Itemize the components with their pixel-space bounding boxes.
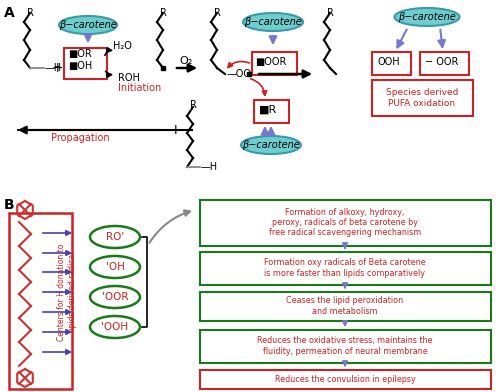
Text: β−carotene: β−carotene: [398, 12, 456, 22]
Text: —H: —H: [45, 63, 62, 73]
Text: O₂: O₂: [180, 56, 192, 66]
Text: +: +: [51, 61, 63, 75]
Text: Reduces the oxidative stress, maintains the
fluidity, permeation of neural membr: Reduces the oxidative stress, maintains …: [257, 336, 433, 356]
FancyBboxPatch shape: [64, 47, 106, 78]
Text: β−carotene: β−carotene: [242, 140, 300, 150]
Ellipse shape: [243, 13, 303, 31]
Text: RO': RO': [106, 232, 124, 242]
Text: H₂O: H₂O: [112, 41, 132, 51]
Text: Species derived: Species derived: [386, 87, 458, 96]
Text: Centers for H donation to
lipids derived radical: Centers for H donation to lipids derived…: [58, 243, 76, 341]
Text: —H: —H: [201, 162, 218, 172]
Text: 'OOR: 'OOR: [102, 292, 128, 302]
Text: Formation oxy radicals of Beta carotene
is more faster than lipids comparatively: Formation oxy radicals of Beta carotene …: [264, 258, 426, 278]
Ellipse shape: [394, 8, 460, 26]
Ellipse shape: [59, 16, 117, 34]
Text: − OOR: − OOR: [425, 57, 458, 67]
Ellipse shape: [90, 286, 140, 308]
Text: R: R: [160, 8, 166, 18]
FancyBboxPatch shape: [200, 292, 490, 321]
Text: β−carotene: β−carotene: [59, 20, 117, 30]
Text: ■OH: ■OH: [68, 61, 92, 71]
Text: Ceases the lipid peroxidation
and metabolism: Ceases the lipid peroxidation and metabo…: [286, 296, 404, 316]
FancyBboxPatch shape: [200, 330, 490, 363]
Text: ROH: ROH: [118, 73, 140, 83]
FancyBboxPatch shape: [200, 252, 490, 285]
Text: 'OOH: 'OOH: [102, 322, 128, 332]
Text: β−carotene: β−carotene: [244, 17, 302, 27]
Text: B: B: [4, 198, 14, 212]
Text: ■OOR: ■OOR: [255, 57, 286, 67]
FancyBboxPatch shape: [420, 51, 469, 74]
Ellipse shape: [90, 256, 140, 278]
Text: R: R: [326, 8, 334, 18]
FancyBboxPatch shape: [254, 100, 288, 123]
FancyBboxPatch shape: [200, 370, 490, 388]
Text: A: A: [4, 6, 15, 20]
Text: R: R: [26, 8, 34, 18]
Text: 'OH: 'OH: [106, 262, 124, 272]
Text: Initiation: Initiation: [118, 83, 161, 93]
Text: Reduces the convulsion in epilepsy: Reduces the convulsion in epilepsy: [274, 374, 416, 383]
Text: Propagation: Propagation: [50, 133, 110, 143]
FancyBboxPatch shape: [8, 212, 72, 388]
Text: R: R: [214, 8, 220, 18]
Ellipse shape: [241, 136, 301, 154]
FancyBboxPatch shape: [200, 200, 490, 245]
Ellipse shape: [90, 316, 140, 338]
Text: Formation of alkoxy, hydroxy,
peroxy, radicals of beta carotene by
free radical : Formation of alkoxy, hydroxy, peroxy, ra…: [269, 208, 421, 238]
Text: ■R: ■R: [259, 105, 277, 115]
Text: R: R: [190, 100, 196, 110]
FancyBboxPatch shape: [252, 51, 296, 74]
Text: PUFA oxidation: PUFA oxidation: [388, 98, 456, 107]
Ellipse shape: [90, 226, 140, 248]
Text: OOH: OOH: [378, 57, 400, 67]
FancyBboxPatch shape: [372, 80, 472, 116]
Text: ■OR: ■OR: [68, 49, 92, 59]
FancyBboxPatch shape: [372, 51, 410, 74]
Text: +: +: [169, 123, 181, 137]
Text: —OO: —OO: [227, 69, 252, 79]
